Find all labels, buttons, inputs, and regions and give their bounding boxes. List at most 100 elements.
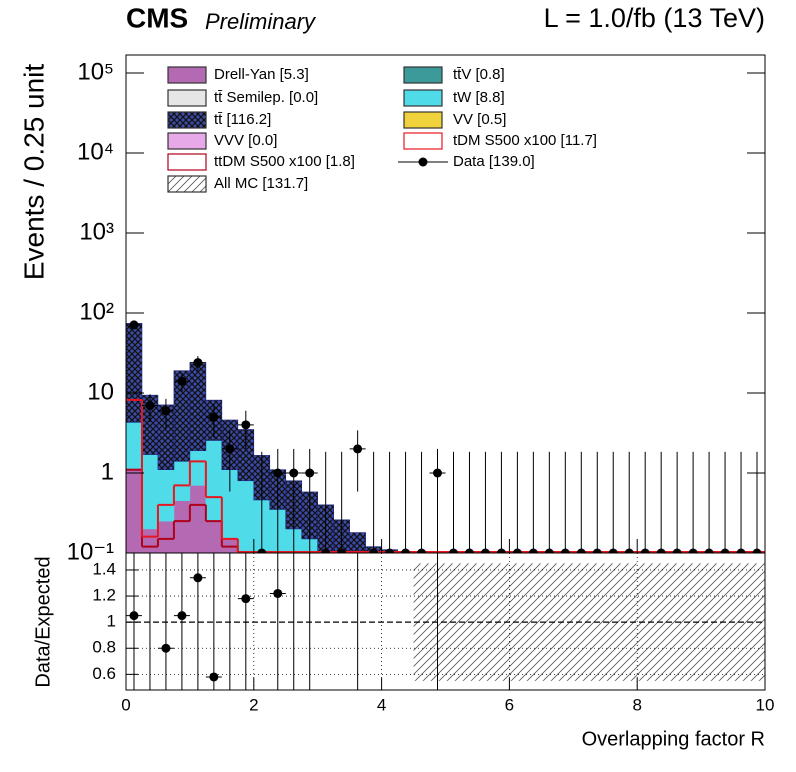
- legend-label: tW [8.8]: [453, 89, 505, 106]
- stack-bar: [157, 469, 175, 522]
- legend-swatch: [403, 111, 443, 129]
- main-plot: [126, 320, 765, 553]
- ratio-frame: [125, 552, 766, 691]
- legend-data-marker: [418, 157, 428, 167]
- data-point: [720, 548, 730, 553]
- data-point: [305, 468, 315, 478]
- data-point: [512, 548, 522, 553]
- data-point: [193, 358, 203, 368]
- y-tick-label: 10²: [79, 298, 114, 325]
- ratio-plot: [126, 553, 765, 690]
- legend-label: ttDM S500 x100 [1.8]: [214, 153, 355, 170]
- ratio-point: [273, 588, 283, 598]
- data-point: [417, 548, 427, 553]
- x-tick-label: 8: [632, 695, 641, 714]
- ratio-tick-label: 0.8: [92, 638, 116, 657]
- data-point: [257, 548, 267, 553]
- data-point: [656, 548, 666, 553]
- data-point: [624, 548, 634, 553]
- data-point: [608, 548, 618, 553]
- legend-swatch: [403, 132, 443, 150]
- ratio-axis-label: Data/Expected: [32, 556, 54, 687]
- legend-swatch: [167, 153, 207, 171]
- x-tick-label: 0: [121, 695, 130, 714]
- data-point: [528, 548, 538, 553]
- legend-label: tDM S500 x100 [11.7]: [453, 132, 597, 149]
- y-axis-label: Events / 0.25 unit: [18, 64, 49, 281]
- legend-label: VVV [0.0]: [214, 132, 277, 149]
- data-point: [640, 548, 650, 553]
- data-point: [209, 412, 219, 422]
- y-tick-label: 10⁻¹: [67, 538, 114, 565]
- ratio-point: [177, 611, 187, 621]
- x-tick-label: 6: [505, 695, 514, 714]
- data-point: [480, 548, 490, 553]
- legend-swatch: [167, 132, 207, 150]
- stack-bar: [141, 454, 159, 530]
- x-tick-label: 4: [377, 695, 386, 714]
- x-axis-label: Overlapping factor R: [582, 728, 765, 750]
- data-point: [353, 444, 363, 454]
- ratio-point: [161, 643, 171, 653]
- data-point: [592, 548, 602, 553]
- data-point: [544, 548, 554, 553]
- legend-swatch: [403, 66, 443, 84]
- data-point: [289, 468, 299, 478]
- ratio-tick-label: 1.4: [92, 559, 116, 578]
- data-point: [129, 320, 139, 330]
- data-point: [560, 548, 570, 553]
- y-tick-label: 10⁵: [77, 58, 114, 85]
- data-point: [464, 548, 474, 553]
- legend-label: tt̄ Semilep. [0.0]: [214, 89, 318, 106]
- ratio-tick-label: 1.2: [92, 586, 116, 605]
- legend-label: Drell-Yan [5.3]: [214, 66, 309, 83]
- legend-swatch: [167, 111, 207, 129]
- legend: Drell-Yan [5.3] tt̄ Semilep. [0.0] tt̄ [11…: [167, 66, 597, 193]
- data-point: [225, 444, 235, 454]
- stack-bar: [126, 323, 143, 423]
- data-point: [369, 548, 379, 553]
- legend-swatch: [403, 89, 443, 107]
- x-tick-label: 2: [249, 695, 258, 714]
- data-point: [321, 548, 331, 553]
- stack-bar: [317, 552, 334, 553]
- stack-bar: [126, 422, 143, 470]
- data-point: [576, 548, 586, 553]
- x-tick-label: 10: [756, 695, 775, 714]
- data-point: [752, 548, 762, 553]
- data-point: [736, 548, 746, 553]
- data-point: [433, 468, 443, 478]
- lumi: L = 1.0/fb (13 TeV): [544, 3, 765, 33]
- legend-label: VV [0.5]: [453, 111, 506, 128]
- data-point: [241, 420, 251, 430]
- data-point: [496, 548, 506, 553]
- data-point: [385, 548, 395, 553]
- status: Preliminary: [205, 9, 317, 34]
- y-tick-label: 10³: [79, 218, 114, 245]
- legend-swatch: [167, 89, 207, 107]
- data-point: [401, 548, 411, 553]
- stack-bar: [205, 440, 223, 522]
- ratio-point: [129, 611, 139, 621]
- experiment: CMS: [126, 2, 188, 33]
- data-point: [672, 548, 682, 553]
- stack-bar: [189, 362, 207, 452]
- data-point: [337, 548, 347, 553]
- data-point: [448, 548, 458, 553]
- y-tick-label: 1: [101, 458, 114, 485]
- stack-bar: [189, 450, 207, 486]
- y-tick-label: 10⁴: [77, 138, 114, 165]
- legend-label: tt̄V [0.8]: [453, 66, 505, 83]
- ratio-tick-label: 0.6: [92, 664, 116, 683]
- stack-bar: [237, 480, 255, 553]
- data-point: [145, 400, 155, 410]
- legend-swatch: [167, 175, 207, 193]
- axes: 0.6 0.8 1 1.2 1.410⁻¹ 1 10 10² 10³ 10⁴ 10⁵ 0 2 4 6 8 10: [67, 54, 775, 714]
- data-point: [161, 406, 171, 416]
- legend-label: All MC [131.7]: [214, 175, 308, 192]
- data-point: [688, 548, 698, 553]
- data-point: [177, 376, 187, 386]
- data-point: [704, 548, 714, 553]
- y-tick-label: 10: [87, 378, 114, 405]
